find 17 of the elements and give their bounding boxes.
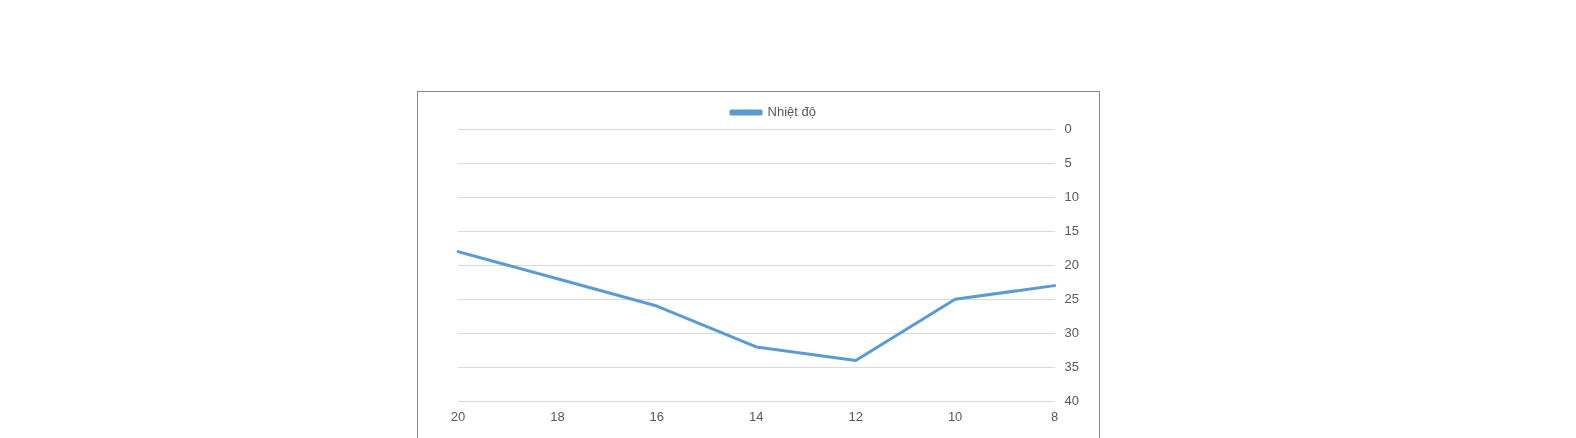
y-tick-label: 40 xyxy=(1064,392,1080,408)
x-tick-label: 16 xyxy=(649,408,665,424)
y-tick-label: 5 xyxy=(1064,154,1072,170)
y-tick-label: 25 xyxy=(1064,290,1080,306)
x-tick-label: 20 xyxy=(450,408,466,424)
x-tick-label: 8 xyxy=(1050,408,1059,424)
y-tick-label: 0 xyxy=(1064,120,1072,136)
x-tick-label: 10 xyxy=(947,408,963,424)
y-tick-label: 20 xyxy=(1064,256,1080,272)
y-tick-label: 10 xyxy=(1064,188,1080,204)
y-tick-label: 30 xyxy=(1064,324,1080,340)
x-tick-label: 12 xyxy=(848,408,863,424)
y-tick-label: 35 xyxy=(1064,358,1080,374)
y-tick-label: 15 xyxy=(1064,222,1080,238)
x-tick-label: 14 xyxy=(749,408,764,424)
legend-label: Nhiệt độ xyxy=(767,104,816,120)
x-tick-label: 18 xyxy=(550,408,565,424)
